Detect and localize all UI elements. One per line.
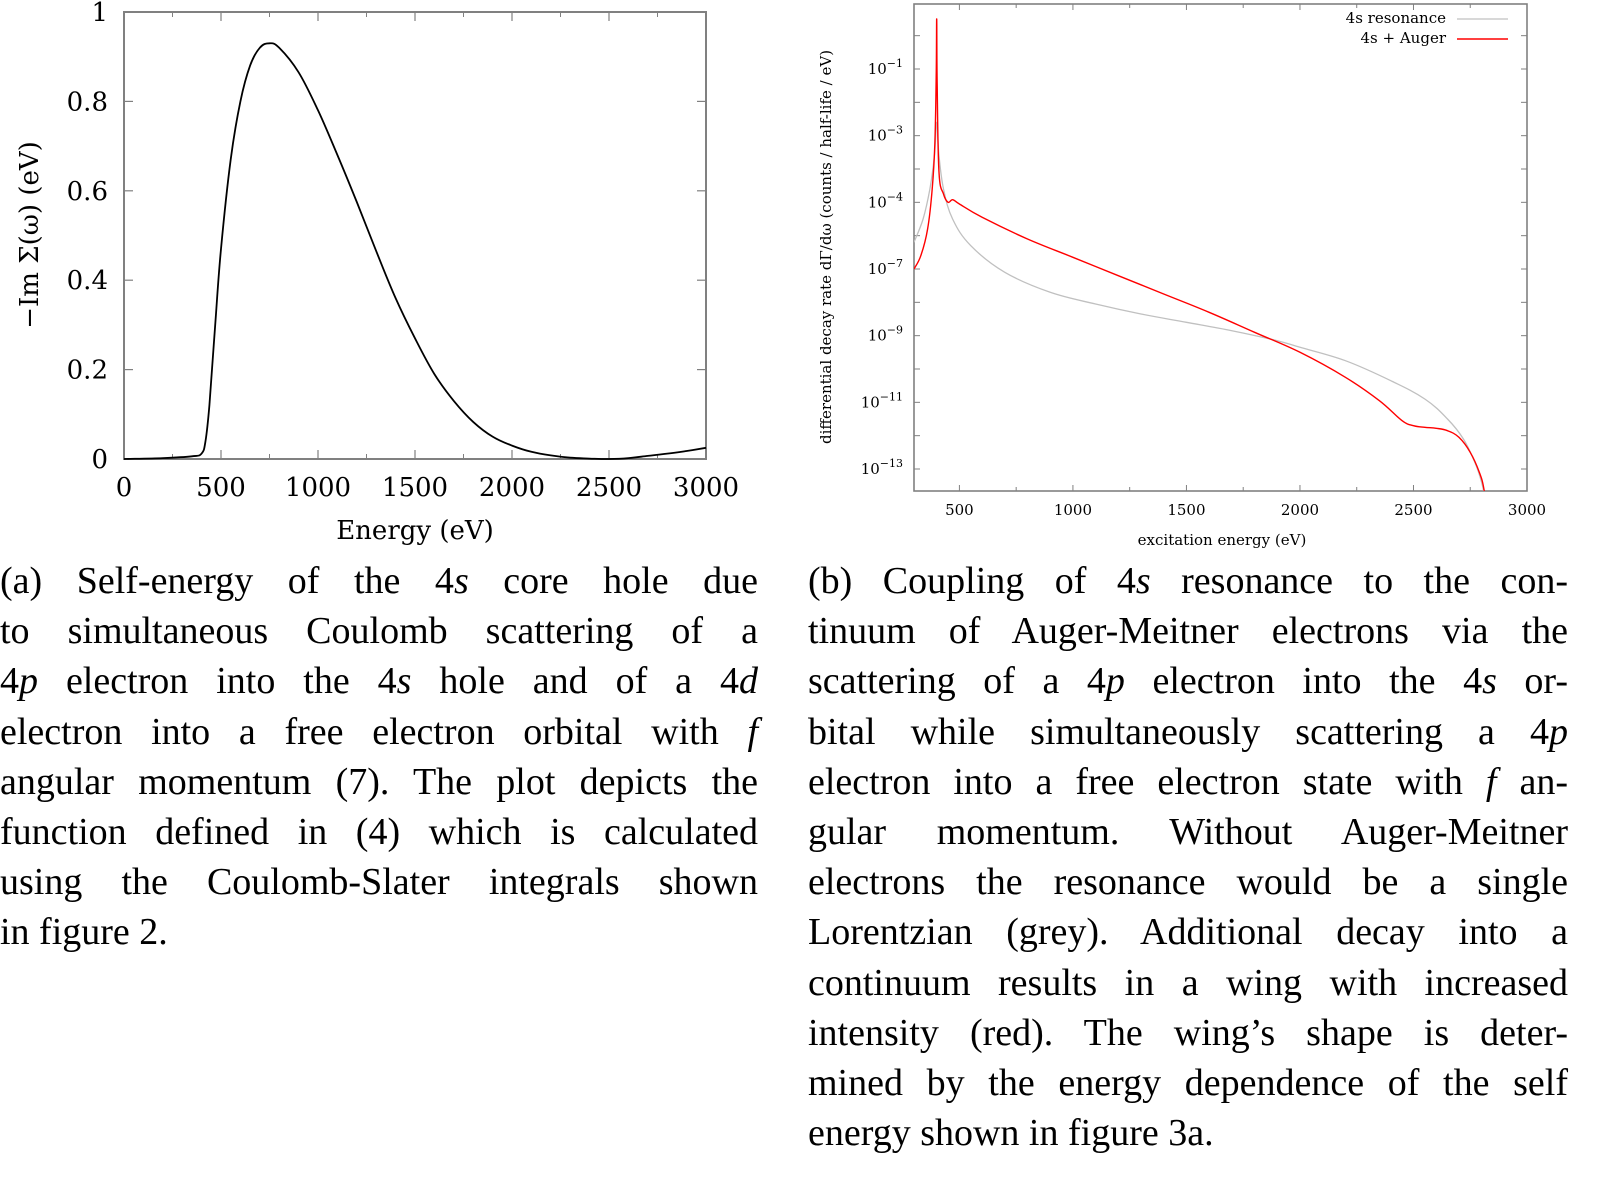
caption-line: angular momentum (7). The plot depicts t… [0,760,758,803]
caption-math-symbol: s [1135,560,1151,602]
figure-a-caption: (a) Self-energy of the 4s core hole due t… [0,556,758,958]
x-tick-label: 1000 [285,473,351,503]
y-tick-label: 10−11 [861,390,903,411]
x-tick-label: 1500 [1167,501,1205,519]
y-tick-label: 0.6 [67,177,108,207]
chart-b-svg: 500 1000 1500 2000 2500 3000 10−1 10−3 10−4 10−7… [817,3,1546,549]
caption-line: scattering of a 4p electron into the 4s … [808,660,1568,703]
figure-b-decay-rate-plot: 500 1000 1500 2000 2500 3000 10−1 10−3 10−4 10−7… [800,0,1600,560]
chart-a-ticks [123,11,707,460]
x-tick-label: 1000 [1054,501,1092,519]
chart-b-legend: 4s resonance 4s + Auger [1346,9,1508,47]
caption-math-symbol: p [1105,660,1125,703]
caption-math-symbol: d [738,660,758,703]
caption-line: gular momentum. Without Auger-Meitner [808,810,1568,853]
chart-b-ticks [914,4,1528,491]
y-tick-label: 10−4 [868,190,903,211]
chart-b-y-tick-labels: 10−1 10−3 10−4 10−7 10−9 10−11 10−13 [861,57,903,478]
chart-b-y-axis-title: differential decay rate dΓ/dω (counts / … [817,50,835,444]
figure-b-caption: (b) Coupling of 4s resonance to the con-… [808,556,1568,1158]
chart-b-series-4s-resonance [914,121,1485,491]
y-tick-label: 10−3 [868,124,903,145]
chart-a-x-tick-labels: 0 500 1000 1500 2000 2500 3000 [116,473,739,503]
caption-line: to simultaneous Coulomb scattering of a [0,610,758,653]
x-tick-label: 3000 [1508,501,1546,519]
caption-line: using the Coulomb-Slater integrals shown [0,861,758,904]
caption-math-symbol: s [1482,660,1497,703]
x-tick-label: 500 [945,501,974,519]
caption-line: 4p electron into the 4s hole and of a 4d [0,660,758,703]
caption-line: intensity (red). The wing’s shape is det… [808,1011,1568,1054]
x-tick-label: 1500 [382,473,448,503]
caption-line: (b) Coupling of 4s resonance to the con- [808,560,1568,602]
chart-b-x-tick-labels: 500 1000 1500 2000 2500 3000 [945,501,1546,519]
y-tick-label: 10−13 [861,457,903,478]
caption-line: continuum results in a wing with increas… [808,961,1568,1004]
x-tick-label: 2000 [479,473,545,503]
caption-math-symbol: p [19,660,38,703]
caption-line: energy shown in figure 3a. [808,1112,1214,1155]
chart-a-svg: 0 500 1000 1500 2000 2500 3000 00.20.40.60.81 … [15,0,739,546]
y-tick-label: 10−1 [868,57,903,78]
caption-math-symbol: s [396,660,412,703]
caption-math-symbol: p [1549,710,1568,753]
caption-line: mined by the energy dependence of the se… [808,1061,1568,1104]
caption-line: function defined in (4) which is calcula… [0,810,758,853]
caption-line: electron into a free electron orbital wi… [0,710,758,753]
chart-b-series-4s-plus-auger [914,18,1485,491]
chart-a-x-axis-title: Energy (eV) [336,516,494,546]
caption-math-symbol: f [747,710,758,753]
caption-line: electron into a free electron state with… [808,760,1568,803]
figure-a-self-energy-plot: 0 500 1000 1500 2000 2500 3000 0 0.2 0.4 0.6 0.8 1 … [0,0,780,560]
caption-math-symbol: f [1485,760,1497,803]
y-tick-label: 0 [91,445,108,475]
chart-a-y-tick-labels: 0 0.2 0.4 0.6 0.8 1 [67,0,108,475]
x-tick-label: 2500 [1394,501,1432,519]
caption-line: bital while simultaneously scattering a … [808,710,1568,753]
y-tick-label: 0.2 [67,356,108,386]
x-tick-label: 500 [196,473,246,503]
chart-a-series-line [123,42,707,460]
caption-line: electrons the resonance would be a singl… [808,861,1568,904]
x-tick-label: 0 [116,473,133,503]
caption-line: in figure 2. [0,911,168,954]
y-tick-label: 0.4 [67,266,108,296]
chart-b-x-axis-title: excitation energy (eV) [1138,531,1307,549]
caption-line: Lorentzian (grey). Additional decay into… [808,911,1568,954]
legend-label-4s-plus-auger: 4s + Auger [1361,29,1447,47]
chart-a-plot-frame [123,11,707,460]
x-tick-label: 3000 [673,473,739,503]
caption-line: (a) Self-energy of the 4s core hole due [0,560,758,602]
legend-label-4s-resonance: 4s resonance [1346,9,1446,27]
caption-math-symbol: s [453,560,469,602]
y-tick-label: 0.8 [67,87,108,117]
x-tick-label: 2500 [576,473,642,503]
x-tick-label: 2000 [1281,501,1319,519]
y-tick-label: 10−9 [868,324,903,345]
y-tick-label: 10−7 [868,257,903,278]
chart-b-plot-frame [913,3,1528,492]
chart-a-y-axis-title: −Im Σ(ω) (eV) [15,141,45,329]
caption-line: tinuum of Auger-Meitner electrons via th… [808,610,1568,653]
y-tick-label: 1 [91,0,108,28]
